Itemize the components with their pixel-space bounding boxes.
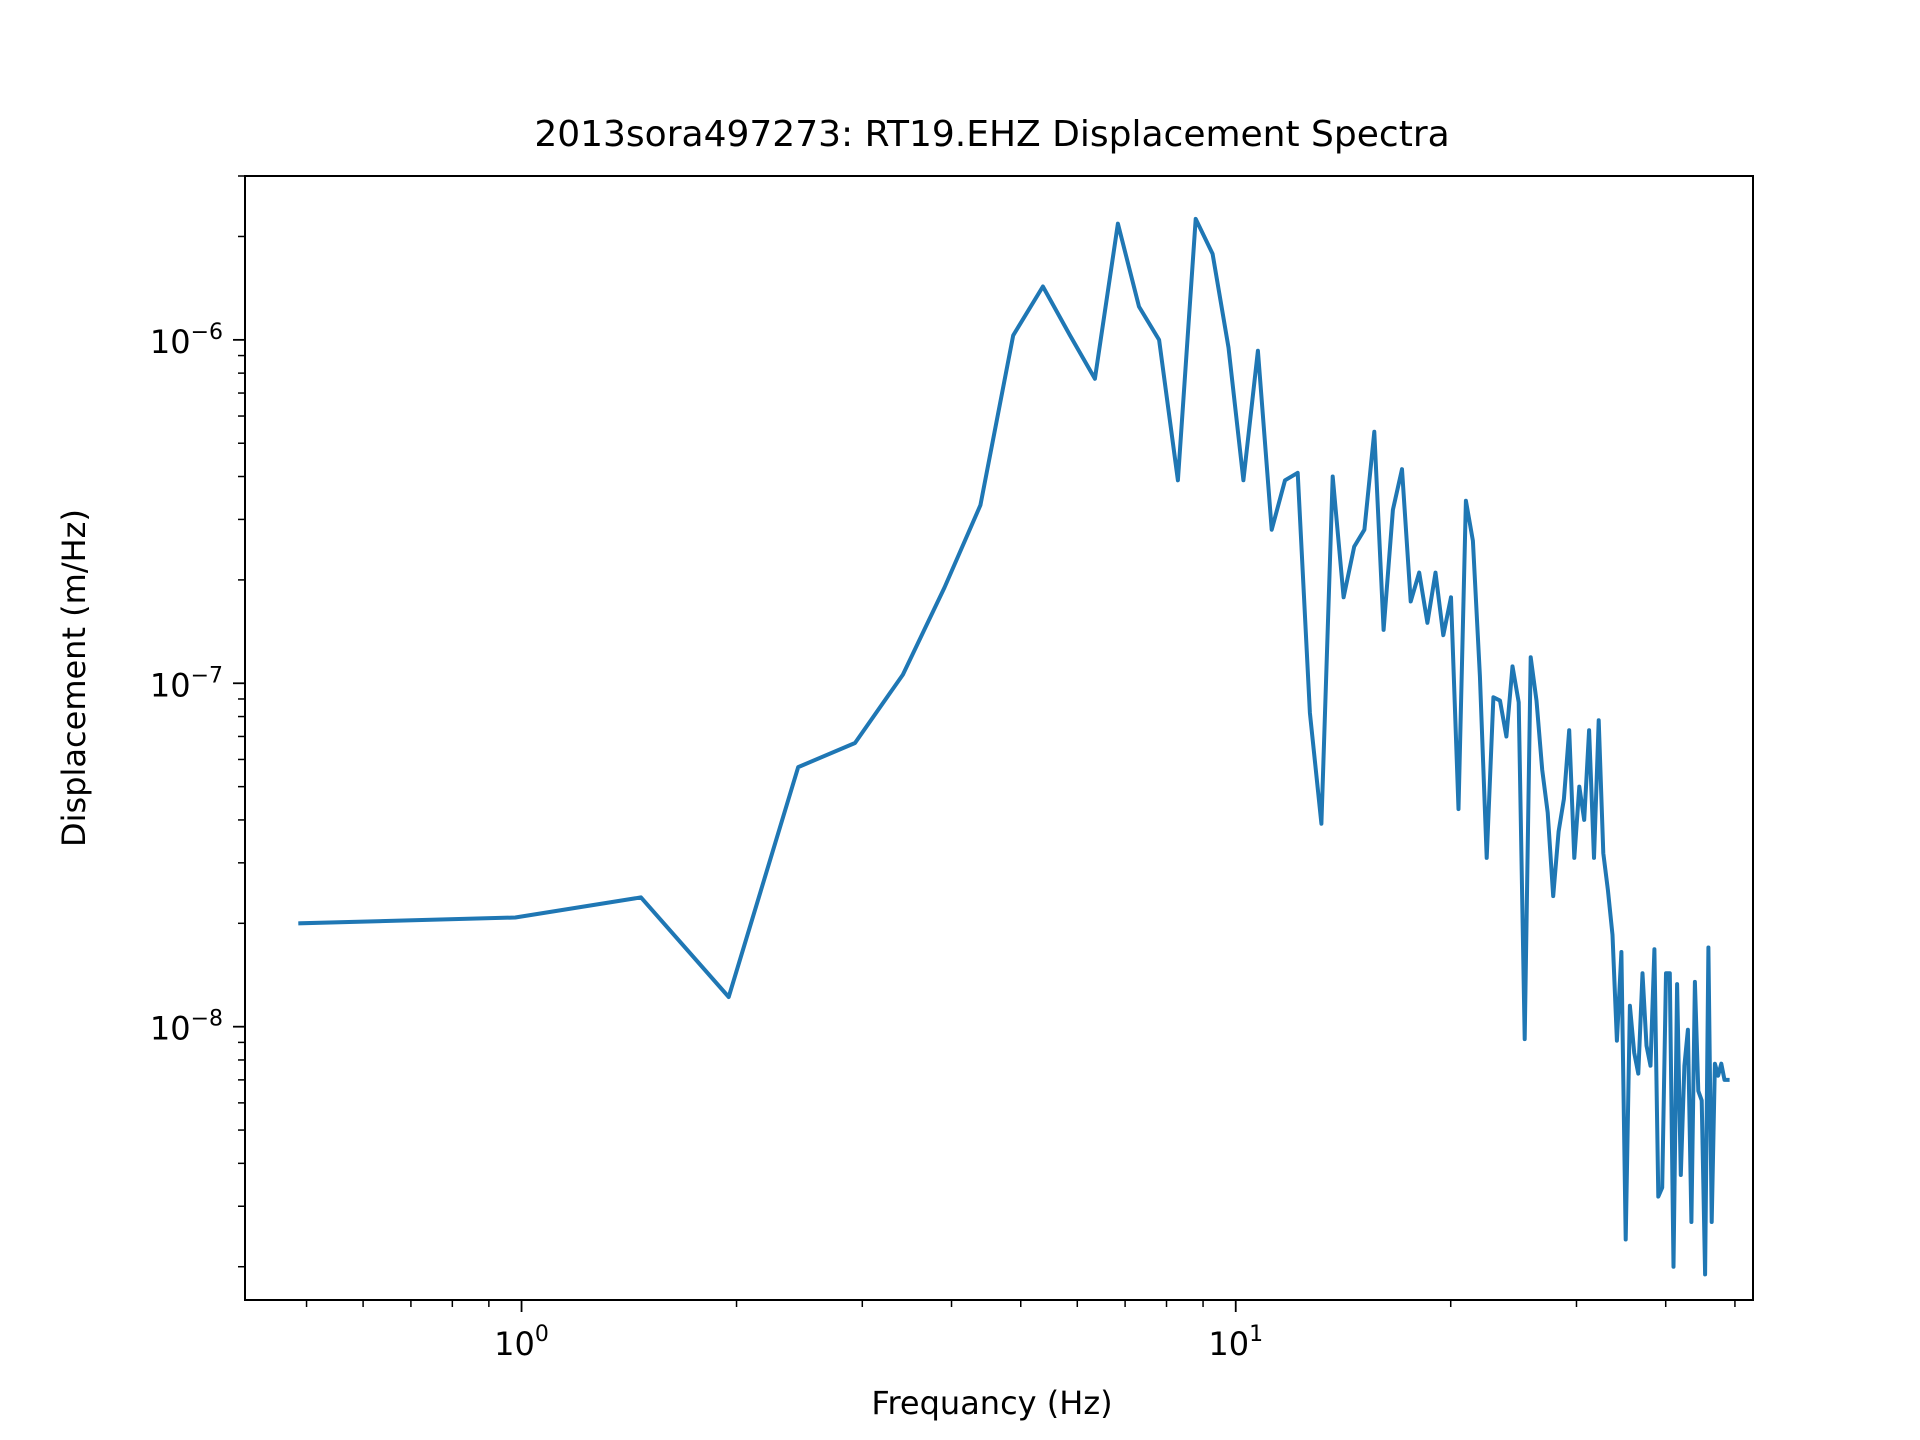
x-tick-label: 100 [494,1322,549,1363]
plot-frame [244,175,1754,1301]
y-axis-label: Displacement (m/Hz) [55,509,93,847]
y-tick-label: 10−8 [150,1007,223,1048]
series-line [298,216,1730,1277]
plot-layer: 100 101 10−8 10−7 10−6 [150,175,1754,1363]
y-tick-label: 10−7 [150,663,223,704]
y-tick-label: 10−6 [150,320,223,361]
chart-title: 2013sora497273: RT19.EHZ Displacement Sp… [534,114,1449,155]
x-tick-label: 101 [1208,1322,1263,1363]
x-axis-label: Frequancy (Hz) [871,1384,1112,1422]
